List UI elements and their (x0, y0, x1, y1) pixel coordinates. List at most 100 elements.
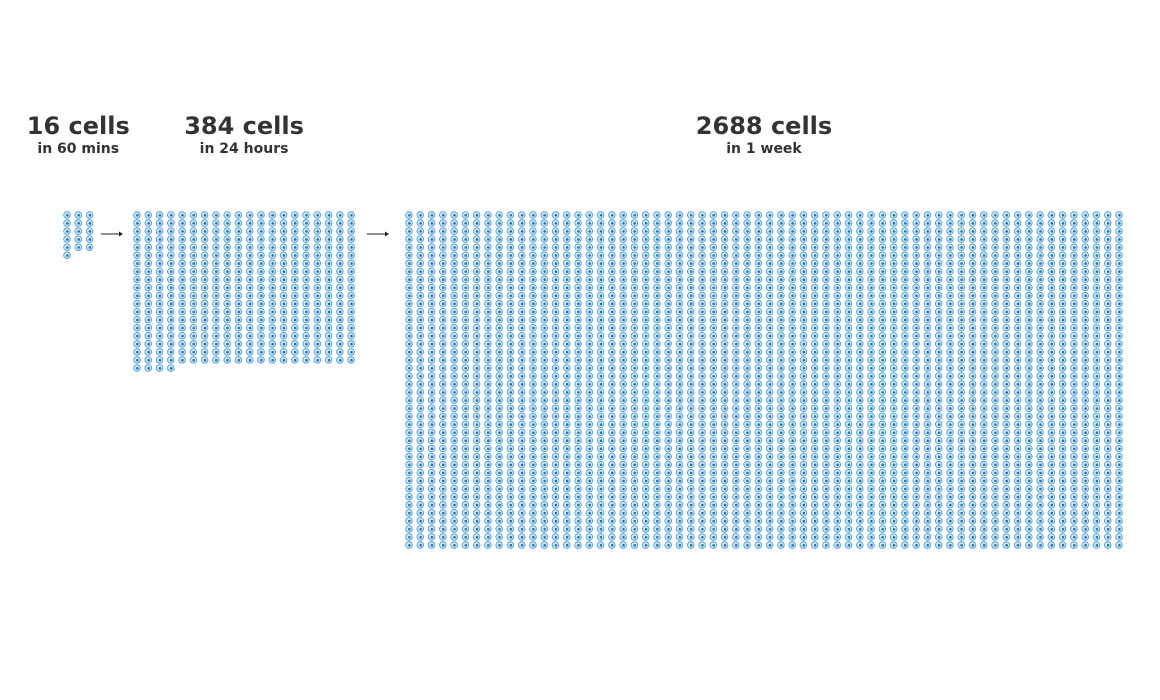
cell-nucleus (192, 334, 196, 338)
cell-nucleus (192, 214, 196, 217)
cell-nucleus (689, 455, 693, 459)
cell-nucleus (903, 415, 907, 418)
cell-nucleus (565, 415, 569, 418)
cell-group (63, 211, 94, 259)
cell-nucleus (1039, 326, 1042, 330)
cell-nucleus (408, 383, 411, 386)
cell-nucleus (464, 310, 468, 314)
cell-nucleus (836, 278, 839, 282)
cell-nucleus (543, 391, 546, 394)
cell-nucleus (1039, 391, 1042, 394)
cell-nucleus (825, 246, 828, 249)
cell-nucleus (858, 278, 862, 282)
cell-nucleus (293, 342, 297, 346)
cell-nucleus (644, 238, 648, 241)
cell-nucleus (858, 391, 862, 394)
cell-nucleus (565, 407, 569, 410)
cell-nucleus (780, 334, 783, 338)
cell-nucleus (419, 439, 422, 443)
cell-nucleus (960, 278, 963, 282)
cell-nucleus (520, 383, 524, 386)
cell-nucleus (509, 463, 513, 467)
cell-nucleus (791, 383, 794, 386)
cell-nucleus (926, 407, 930, 410)
cell-nucleus (1073, 455, 1076, 459)
cell-nucleus (486, 294, 490, 298)
cell-nucleus (419, 399, 422, 402)
cell-nucleus (1106, 294, 1110, 298)
cell-nucleus (1073, 286, 1076, 290)
cell-nucleus (599, 366, 603, 370)
cell-nucleus (734, 286, 738, 290)
cell-nucleus (667, 222, 670, 225)
cell-nucleus (1118, 302, 1121, 306)
cell-nucleus (599, 463, 603, 467)
cell-nucleus (441, 230, 445, 233)
cell-nucleus (282, 310, 286, 314)
cell-nucleus (419, 278, 422, 282)
cell-nucleus (712, 342, 715, 346)
cell-nucleus (678, 383, 682, 386)
cell-nucleus (509, 302, 513, 306)
cell-nucleus (757, 246, 761, 249)
cell-nucleus (1005, 294, 1009, 298)
cell-nucleus (870, 431, 873, 434)
cell-nucleus (169, 222, 173, 225)
cell-nucleus (1050, 238, 1054, 241)
cell-nucleus (780, 294, 783, 298)
cell-nucleus (565, 383, 569, 386)
cell-nucleus (509, 334, 513, 338)
cell-nucleus (847, 222, 851, 225)
cell-nucleus (633, 310, 637, 314)
cell-nucleus (520, 230, 524, 233)
cell-nucleus (498, 302, 501, 306)
cell-nucleus (338, 334, 342, 338)
cell-nucleus (870, 375, 873, 378)
cell-nucleus (565, 254, 569, 257)
cell-nucleus (678, 350, 682, 354)
cell-nucleus (701, 334, 704, 338)
cell-nucleus (338, 270, 342, 273)
cell-nucleus (1016, 407, 1020, 410)
cell-nucleus (565, 423, 569, 426)
cell-nucleus (746, 455, 749, 459)
cell-nucleus (599, 447, 603, 451)
cell-nucleus (475, 399, 479, 402)
cell-nucleus (282, 270, 286, 273)
cell-nucleus (757, 342, 761, 346)
cell-nucleus (599, 230, 603, 233)
cell-nucleus (903, 214, 907, 217)
cell-nucleus (419, 214, 422, 217)
cell-nucleus (701, 415, 704, 418)
cell-nucleus (960, 310, 963, 314)
cell-nucleus (667, 270, 670, 273)
cell-nucleus (1016, 375, 1020, 378)
cell-nucleus (408, 254, 411, 257)
cell-nucleus (1016, 270, 1020, 273)
cell-nucleus (1061, 407, 1065, 410)
cell-nucleus (408, 447, 411, 451)
cell-nucleus (271, 342, 274, 346)
cell-nucleus (633, 431, 637, 434)
cell-nucleus (192, 358, 196, 362)
cell-nucleus (453, 375, 456, 378)
cell-nucleus (554, 270, 558, 273)
cell-nucleus (1106, 310, 1110, 314)
cell-nucleus (746, 222, 749, 225)
cell-nucleus (226, 270, 229, 273)
cell-nucleus (937, 350, 941, 354)
cell-nucleus (847, 270, 851, 273)
cell-nucleus (870, 318, 873, 322)
cell-nucleus (802, 246, 806, 249)
cell-nucleus (881, 415, 885, 418)
cell-nucleus (903, 334, 907, 338)
cell-nucleus (509, 383, 513, 386)
cell-nucleus (565, 375, 569, 378)
cell-nucleus (813, 278, 817, 282)
cell-nucleus (1027, 334, 1031, 338)
cell-nucleus (158, 294, 162, 298)
cell-nucleus (881, 423, 885, 426)
cell-nucleus (430, 439, 434, 443)
cell-nucleus (667, 342, 670, 346)
cell-nucleus (136, 286, 139, 290)
